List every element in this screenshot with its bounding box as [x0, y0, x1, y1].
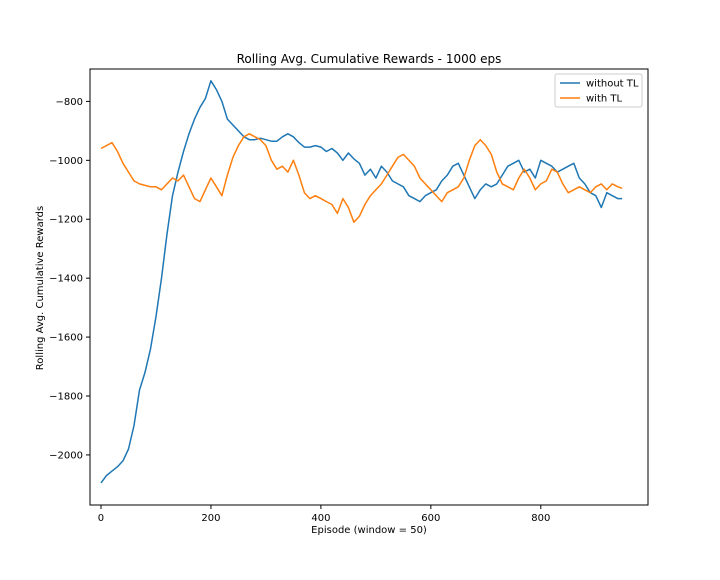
legend-label: with TL: [586, 94, 623, 105]
y-tick-label: −1400: [49, 274, 83, 285]
y-axis-label: Rolling Avg. Cumulative Rewards: [35, 206, 46, 370]
x-tick-label: 400: [311, 513, 330, 524]
series-line-with-tl: [100, 133, 623, 223]
series-layer: [100, 80, 623, 484]
chart-title: Rolling Avg. Cumulative Rewards - 1000 e…: [237, 52, 502, 66]
series-line-without-tl: [100, 80, 623, 484]
y-axis-ticks: −2000 −1800 −1600 −1400 −1200 −1000 −800: [49, 97, 90, 461]
legend: without TL with TL: [554, 73, 643, 108]
y-tick-label: −2000: [49, 450, 83, 461]
legend-label: without TL: [586, 79, 639, 90]
x-axis-ticks: 0 200 400 600 800: [98, 505, 550, 524]
y-tick-label: −1600: [49, 333, 83, 344]
y-tick-label: −1000: [49, 156, 83, 167]
x-tick-label: 600: [421, 513, 440, 524]
axes-frame: [89, 68, 649, 506]
x-tick-label: 800: [531, 513, 550, 524]
x-tick-label: 0: [98, 513, 104, 524]
y-tick-label: −800: [56, 97, 83, 108]
y-tick-label: −1200: [49, 215, 83, 226]
x-tick-label: 200: [201, 513, 220, 524]
y-tick-label: −1800: [49, 392, 83, 403]
x-axis-label: Episode (window = 50): [311, 525, 427, 536]
